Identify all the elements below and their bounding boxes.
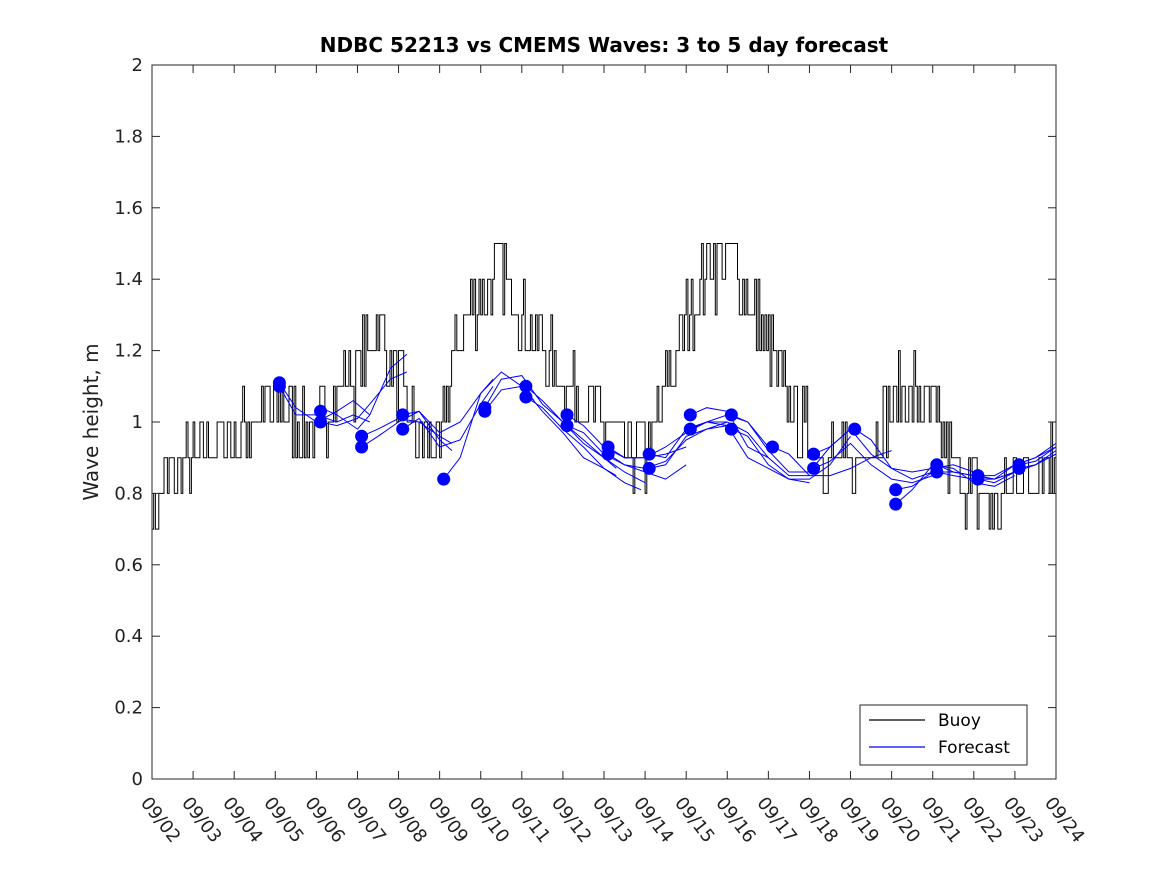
- forecast-start-marker: [724, 422, 738, 436]
- forecast-series-line: [320, 353, 408, 430]
- forecast-start-marker: [396, 422, 410, 436]
- forecast-start-marker: [642, 461, 656, 475]
- y-tick-label: 0.8: [114, 483, 143, 504]
- forecast-start-marker: [355, 440, 369, 454]
- forecast-series-line: [278, 386, 370, 423]
- forecast-start-marker: [1012, 461, 1026, 475]
- forecast-start-marker: [355, 429, 369, 443]
- forecast-start-marker: [930, 465, 944, 479]
- forecast-start-marker: [396, 408, 410, 422]
- axes-box: [151, 64, 1057, 780]
- y-tick-label: 1.6: [114, 198, 143, 219]
- forecast-start-marker: [724, 408, 738, 422]
- forecast-start-marker: [314, 415, 327, 429]
- forecast-start-marker: [889, 497, 903, 511]
- forecast-series-line: [525, 385, 646, 484]
- forecast-series-line: [402, 386, 494, 448]
- forecast-series-line: [525, 396, 642, 491]
- buoy-series-line: [152, 243, 1057, 530]
- y-tick-label: 1.4: [114, 269, 143, 290]
- forecast-series-line: [278, 382, 371, 423]
- forecast-series-line: [813, 428, 933, 480]
- y-tick-label: 0.2: [114, 698, 143, 719]
- forecast-start-marker: [519, 390, 533, 404]
- forecast-series-line: [690, 407, 810, 477]
- forecast-series-line: [731, 428, 851, 480]
- forecast-start-marker: [683, 408, 697, 422]
- forecast-start-marker: [519, 379, 533, 393]
- forecast-start-marker: [971, 472, 985, 486]
- forecast-series-line: [320, 371, 407, 427]
- legend-buoy-label: Buoy: [938, 711, 981, 731]
- legend-box: [859, 704, 1028, 766]
- forecast-series-line: [813, 442, 933, 484]
- forecast-start-marker: [478, 404, 492, 418]
- forecast-start-marker: [807, 461, 821, 475]
- y-tick-label: 1: [132, 412, 143, 433]
- forecast-start-marker: [314, 404, 327, 418]
- forecast-series-line: [854, 428, 974, 473]
- y-axis-label: Wave height, m: [79, 343, 103, 500]
- y-tick-label: 2: [132, 55, 143, 76]
- legend: Buoy Forecast: [859, 704, 1028, 766]
- forecast-series-line: [772, 446, 892, 477]
- forecast-series-line: [895, 464, 1016, 505]
- forecast-series-line: [649, 421, 769, 469]
- forecast-start-marker: [642, 447, 656, 461]
- y-tick-label: 0: [132, 769, 143, 790]
- forecast-start-marker: [766, 440, 779, 454]
- forecast-series-line: [484, 385, 617, 477]
- forecast-start-marker: [437, 472, 451, 486]
- plot-area: [152, 243, 1057, 530]
- y-tick-label: 1.2: [114, 341, 143, 362]
- forecast-start-marker: [889, 483, 903, 497]
- forecast-start-marker: [683, 422, 697, 436]
- forecast-start-marker: [807, 447, 821, 461]
- forecast-start-marker: [848, 422, 862, 436]
- chart-title: NDBC 52213 vs CMEMS Waves: 3 to 5 day fo…: [320, 33, 889, 57]
- y-tick-label: 1.8: [114, 126, 143, 147]
- forecast-series-line: [361, 417, 453, 444]
- y-tick-label: 0.6: [114, 555, 143, 576]
- legend-forecast-label: Forecast: [938, 738, 1010, 758]
- y-tick-label: 0.4: [114, 626, 143, 647]
- forecast-start-marker: [560, 419, 574, 433]
- forecast-start-marker: [560, 408, 574, 422]
- forecast-start-marker: [601, 447, 615, 461]
- forecast-start-marker: [272, 379, 286, 393]
